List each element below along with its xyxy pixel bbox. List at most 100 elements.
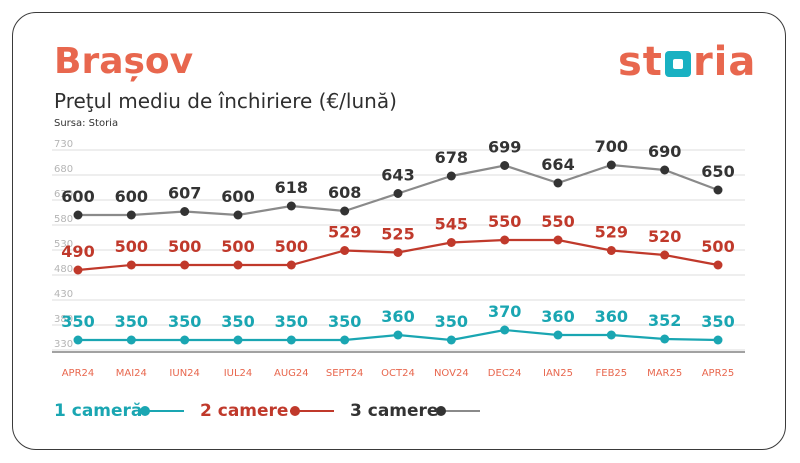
legend-label: 1 cameră [54, 401, 143, 421]
logo-text-end: ria [692, 39, 757, 85]
data-point [180, 207, 190, 216]
data-point [73, 335, 83, 345]
data-point [340, 246, 350, 255]
x-tick-label: SEPT24 [326, 368, 364, 379]
legend-line [436, 410, 480, 412]
data-point [606, 160, 616, 170]
data-point [233, 260, 243, 270]
x-tick-label: APR25 [702, 368, 735, 379]
chart-source: Sursa: Storia [54, 118, 119, 129]
data-point [180, 260, 190, 270]
data-point [126, 210, 136, 220]
data-label: 600 [61, 187, 94, 206]
data-label: 550 [488, 212, 521, 231]
x-tick-label: IUL24 [224, 368, 253, 379]
data-point [233, 210, 243, 220]
x-tick-label: OCT24 [381, 368, 415, 379]
data-label: 500 [701, 237, 734, 256]
x-tick-label: FEB25 [596, 368, 628, 379]
data-label: 650 [701, 162, 734, 181]
data-label: 600 [115, 187, 148, 206]
data-label: 352 [648, 311, 681, 330]
x-tick-label: MAR25 [647, 368, 682, 379]
legend-marker [140, 406, 150, 416]
data-label: 664 [541, 155, 574, 174]
x-tick-label: NOV24 [434, 368, 469, 379]
y-tick-label: 530 [54, 239, 73, 250]
data-label: 550 [541, 212, 574, 231]
data-label: 350 [328, 312, 361, 331]
chart-card [12, 12, 786, 450]
data-label: 678 [435, 148, 468, 167]
data-point [500, 325, 510, 335]
data-point [73, 210, 83, 220]
data-label: 520 [648, 227, 681, 246]
data-label: 529 [595, 223, 628, 242]
data-label: 370 [488, 302, 521, 321]
data-label: 350 [221, 312, 254, 331]
data-point [340, 206, 350, 216]
data-point [553, 178, 563, 188]
data-point [660, 250, 670, 260]
data-label: 608 [328, 183, 361, 202]
data-label: 700 [595, 137, 628, 156]
y-tick-label: 680 [54, 164, 73, 175]
data-label: 529 [328, 223, 361, 242]
x-tick-label: IAN25 [543, 368, 573, 379]
data-point [286, 201, 296, 211]
data-label: 350 [168, 312, 201, 331]
data-label: 350 [275, 312, 308, 331]
data-label: 350 [435, 312, 468, 331]
data-label: 360 [595, 307, 628, 326]
y-tick-label: 630 [54, 189, 73, 200]
data-point [500, 161, 510, 170]
legend-line [140, 410, 184, 412]
data-label: 690 [648, 142, 681, 161]
logo-square-icon [664, 51, 691, 77]
data-label: 350 [701, 312, 734, 331]
data-label: 360 [381, 307, 414, 326]
legend-label: 3 camere [350, 401, 439, 421]
data-point [606, 330, 616, 340]
data-label: 500 [168, 237, 201, 256]
chart-subtitle: Preţul mediu de închiriere (€/lună) [54, 89, 397, 113]
data-point [446, 171, 456, 181]
data-point [126, 260, 136, 270]
y-tick-label: 730 [54, 139, 73, 150]
data-label: 500 [275, 237, 308, 256]
data-label: 525 [381, 225, 414, 244]
data-point [446, 335, 456, 345]
data-point [660, 334, 670, 344]
data-point [393, 248, 403, 257]
data-label: 643 [381, 166, 414, 185]
data-point [286, 260, 296, 270]
data-point [126, 335, 136, 345]
data-point [233, 335, 243, 345]
data-point [553, 235, 563, 245]
data-label: 500 [221, 237, 254, 256]
x-tick-label: AUG24 [274, 368, 309, 379]
data-label: 350 [115, 312, 148, 331]
legend-marker [436, 406, 446, 416]
data-point [393, 330, 403, 340]
storia-logo: st ria [618, 38, 756, 86]
x-tick-label: MAI24 [116, 368, 147, 379]
data-point [340, 335, 350, 345]
data-label: 360 [541, 307, 574, 326]
data-point [180, 335, 190, 345]
data-label: 699 [488, 138, 521, 157]
data-label: 607 [168, 184, 201, 203]
data-point [73, 265, 83, 275]
data-point [713, 260, 723, 270]
data-label: 600 [221, 187, 254, 206]
data-label: 618 [275, 178, 308, 197]
data-point [446, 238, 456, 247]
data-point [500, 235, 510, 245]
x-tick-label: IUN24 [169, 368, 199, 379]
data-point [713, 335, 723, 345]
y-tick-label: 580 [54, 214, 73, 225]
x-tick-label: DEC24 [488, 368, 522, 379]
y-tick-label: 480 [54, 264, 73, 275]
legend-label: 2 camere [200, 401, 289, 421]
data-label: 490 [61, 242, 94, 261]
